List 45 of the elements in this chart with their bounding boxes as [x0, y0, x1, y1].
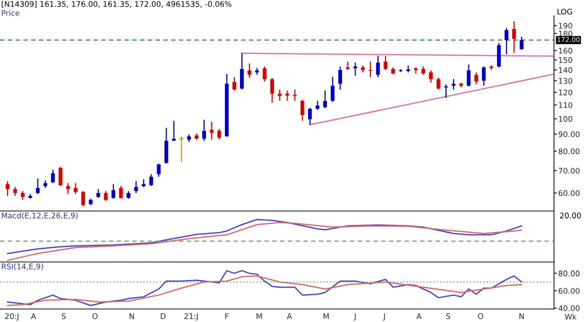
candlestick [436, 77, 440, 90]
candlestick [346, 61, 350, 71]
candlestick [376, 55, 380, 78]
candlestick [512, 20, 516, 54]
candlestick [172, 120, 176, 142]
candlestick [178, 136, 184, 162]
candlestick [278, 89, 282, 102]
candlestick [308, 107, 312, 126]
candlestick [112, 184, 116, 200]
candlestick [104, 190, 108, 202]
candlestick [164, 127, 168, 164]
candlestick [248, 63, 252, 78]
candlestick [119, 186, 123, 200]
candlestick [429, 70, 433, 84]
candlestick [520, 36, 524, 50]
candlestick [384, 55, 388, 71]
candlestick [134, 180, 138, 194]
candlestick [6, 180, 10, 196]
candlestick [262, 66, 266, 82]
candlestick [323, 90, 327, 109]
candlestick [51, 169, 55, 184]
candlestick [497, 42, 501, 68]
candlestick [202, 119, 206, 142]
candlestick [66, 182, 70, 195]
candlestick [482, 66, 486, 86]
candlestick [210, 121, 214, 140]
candlestick [338, 66, 342, 90]
candlestick [58, 166, 62, 187]
candlestick [504, 27, 508, 55]
candlestick [444, 84, 448, 98]
candlestick [300, 99, 304, 122]
candlestick [149, 174, 154, 187]
candlestick [368, 61, 372, 78]
candlestick [292, 89, 297, 102]
candlestick [36, 178, 40, 195]
candlestick [81, 190, 86, 207]
candlestick [285, 90, 290, 102]
candlestick [74, 182, 78, 195]
candlestick [270, 77, 274, 104]
candlestick [156, 162, 161, 178]
candlestick [330, 76, 335, 102]
candlestick [353, 62, 358, 76]
candlestick [466, 64, 471, 87]
candlestick [232, 76, 236, 92]
candlestick [240, 52, 244, 90]
